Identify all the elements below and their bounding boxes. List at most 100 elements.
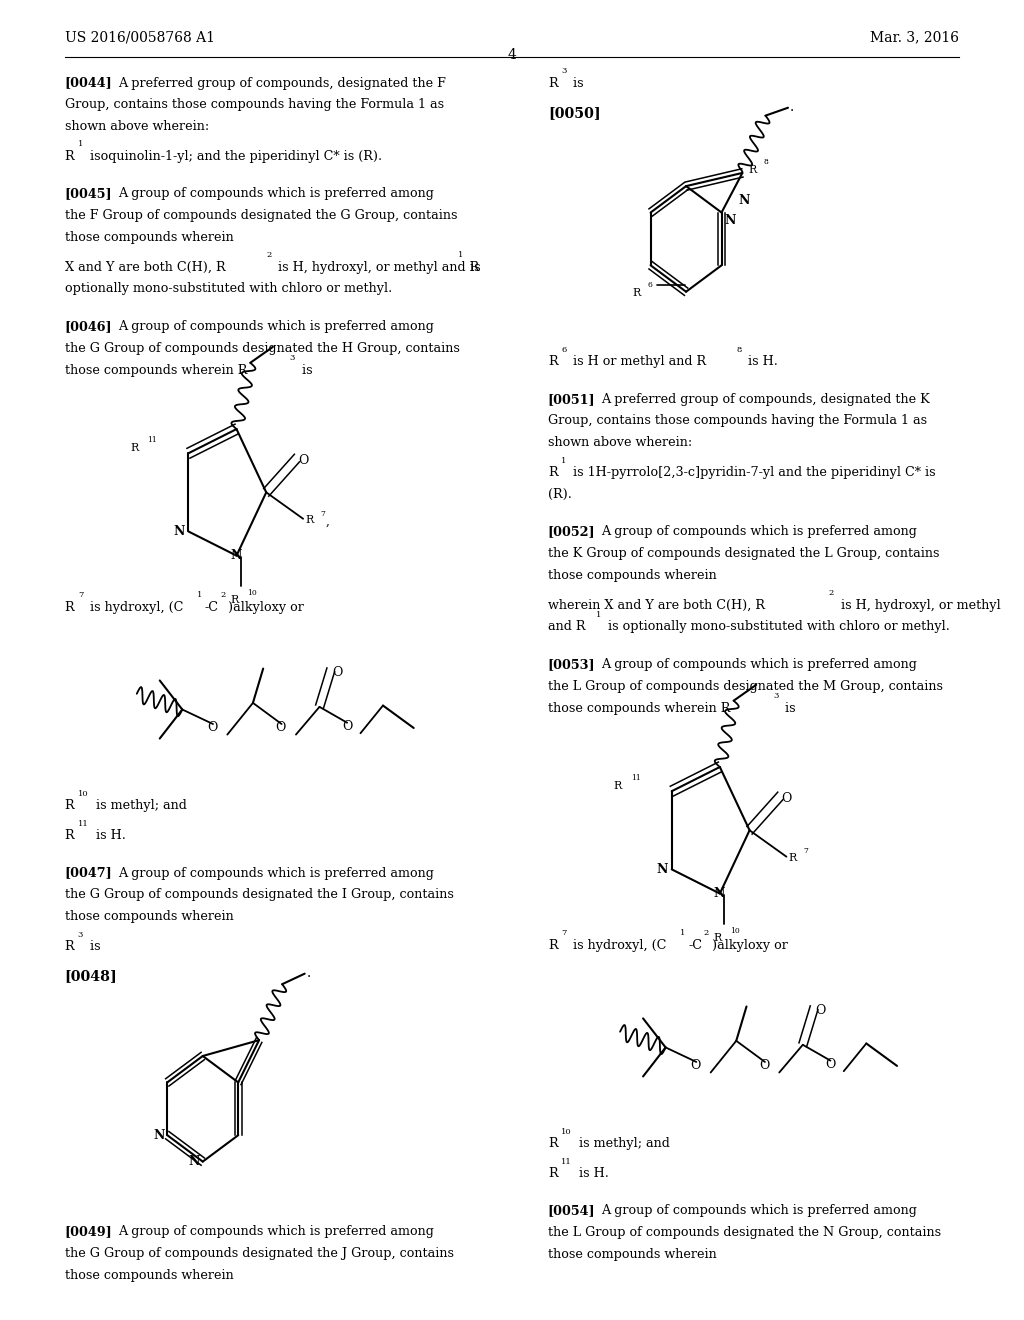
Text: N: N — [714, 887, 725, 900]
Text: N: N — [173, 525, 184, 537]
Text: X and Y are both C(H), R: X and Y are both C(H), R — [65, 260, 225, 273]
Text: 2: 2 — [703, 929, 709, 937]
Text: is: is — [466, 260, 480, 273]
Text: A group of compounds which is preferred among: A group of compounds which is preferred … — [118, 187, 433, 201]
Text: 3: 3 — [290, 354, 295, 362]
Text: optionally mono-substituted with chloro or methyl.: optionally mono-substituted with chloro … — [65, 282, 392, 296]
Text: [0051]: [0051] — [548, 393, 596, 405]
Text: O: O — [275, 721, 286, 734]
Text: those compounds wherein: those compounds wherein — [548, 1247, 717, 1261]
Text: O: O — [815, 1003, 825, 1016]
Text: 11: 11 — [78, 820, 88, 828]
Text: N: N — [656, 863, 668, 875]
Text: is: is — [781, 701, 796, 714]
Text: Mar. 3, 2016: Mar. 3, 2016 — [870, 30, 959, 45]
Text: 2: 2 — [828, 589, 834, 597]
Text: 11: 11 — [147, 436, 158, 444]
Text: is H, hydroxyl, or methyl and R: is H, hydroxyl, or methyl and R — [274, 260, 479, 273]
Text: 1: 1 — [561, 457, 566, 465]
Text: is: is — [298, 363, 312, 376]
Text: 11: 11 — [561, 1158, 571, 1166]
Text: 7: 7 — [321, 510, 326, 517]
Text: R: R — [548, 1167, 557, 1180]
Text: is optionally mono-substituted with chloro or methyl.: is optionally mono-substituted with chlo… — [604, 620, 950, 634]
Text: A group of compounds which is preferred among: A group of compounds which is preferred … — [118, 319, 433, 333]
Text: R: R — [548, 77, 557, 90]
Text: those compounds wherein: those compounds wherein — [65, 909, 233, 923]
Text: N: N — [188, 1155, 200, 1168]
Text: shown above wherein:: shown above wherein: — [65, 120, 209, 133]
Text: is methyl; and: is methyl; and — [92, 799, 187, 812]
Text: R: R — [65, 601, 74, 614]
Text: is hydroxyl, (C: is hydroxyl, (C — [86, 601, 183, 614]
Text: R: R — [633, 288, 641, 298]
Text: 3: 3 — [78, 931, 83, 939]
Text: .: . — [791, 100, 795, 114]
Text: Group, contains those compounds having the Formula 1 as: Group, contains those compounds having t… — [548, 414, 927, 428]
Text: R: R — [788, 853, 797, 863]
Text: 10: 10 — [561, 1127, 571, 1135]
Text: A group of compounds which is preferred among: A group of compounds which is preferred … — [118, 866, 433, 879]
Text: [0054]: [0054] — [548, 1204, 596, 1217]
Text: N: N — [738, 194, 750, 207]
Text: A preferred group of compounds, designated the F: A preferred group of compounds, designat… — [118, 77, 445, 90]
Text: 1: 1 — [458, 251, 463, 259]
Text: is H.: is H. — [575, 1167, 609, 1180]
Text: those compounds wherein R: those compounds wherein R — [548, 701, 730, 714]
Text: A group of compounds which is preferred among: A group of compounds which is preferred … — [601, 657, 916, 671]
Text: [0050]: [0050] — [548, 107, 600, 120]
Text: wherein X and Y are both C(H), R: wherein X and Y are both C(H), R — [548, 598, 765, 611]
Text: O: O — [332, 665, 342, 678]
Text: isoquinolin-1-yl; and the piperidinyl C* is (R).: isoquinolin-1-yl; and the piperidinyl C*… — [86, 149, 382, 162]
Text: O: O — [690, 1059, 700, 1072]
Text: 11: 11 — [631, 774, 641, 781]
Text: O: O — [759, 1059, 769, 1072]
Text: ,: , — [326, 515, 330, 528]
Text: R: R — [230, 595, 239, 606]
Text: 1: 1 — [78, 140, 83, 149]
Text: R: R — [548, 1137, 557, 1150]
Text: R: R — [548, 466, 557, 479]
Text: (R).: (R). — [548, 487, 571, 500]
Text: [0049]: [0049] — [65, 1225, 113, 1238]
Text: 1: 1 — [197, 591, 202, 599]
Text: )alkyloxy or: )alkyloxy or — [228, 601, 304, 614]
Text: R: R — [130, 442, 138, 453]
Text: is hydroxyl, (C: is hydroxyl, (C — [569, 939, 667, 952]
Text: the G Group of compounds designated the H Group, contains: the G Group of compounds designated the … — [65, 342, 460, 355]
Text: N: N — [230, 549, 242, 562]
Text: A group of compounds which is preferred among: A group of compounds which is preferred … — [601, 1204, 916, 1217]
Text: O: O — [781, 792, 792, 805]
Text: the G Group of compounds designated the I Group, contains: the G Group of compounds designated the … — [65, 888, 454, 902]
Text: those compounds wherein: those compounds wherein — [65, 231, 233, 244]
Text: 10: 10 — [78, 789, 88, 797]
Text: A preferred group of compounds, designated the K: A preferred group of compounds, designat… — [601, 393, 930, 405]
Text: those compounds wherein: those compounds wherein — [65, 1269, 233, 1282]
Text: the L Group of compounds designated the M Group, contains: the L Group of compounds designated the … — [548, 680, 943, 693]
Text: the G Group of compounds designated the J Group, contains: the G Group of compounds designated the … — [65, 1246, 454, 1259]
Text: R: R — [65, 799, 74, 812]
Text: -C: -C — [205, 601, 219, 614]
Text: -C: -C — [688, 939, 702, 952]
Text: those compounds wherein R: those compounds wherein R — [65, 363, 247, 376]
Text: Group, contains those compounds having the Formula 1 as: Group, contains those compounds having t… — [65, 98, 443, 111]
Text: [0044]: [0044] — [65, 77, 113, 90]
Text: 3: 3 — [561, 67, 566, 75]
Text: 7: 7 — [561, 929, 566, 937]
Text: US 2016/0058768 A1: US 2016/0058768 A1 — [65, 30, 214, 45]
Text: is H, hydroxyl, or methyl: is H, hydroxyl, or methyl — [837, 598, 1000, 611]
Text: and R: and R — [548, 620, 586, 634]
Text: 6: 6 — [561, 346, 566, 354]
Text: 2: 2 — [266, 251, 271, 259]
Text: is H.: is H. — [92, 829, 126, 842]
Text: N: N — [725, 214, 736, 227]
Text: is: is — [86, 940, 100, 953]
Text: R: R — [749, 165, 757, 176]
Text: [0052]: [0052] — [548, 525, 596, 539]
Text: O: O — [342, 719, 352, 733]
Text: R: R — [65, 149, 74, 162]
Text: 1: 1 — [596, 611, 601, 619]
Text: R: R — [548, 355, 557, 368]
Text: R: R — [548, 939, 557, 952]
Text: 1: 1 — [680, 929, 685, 937]
